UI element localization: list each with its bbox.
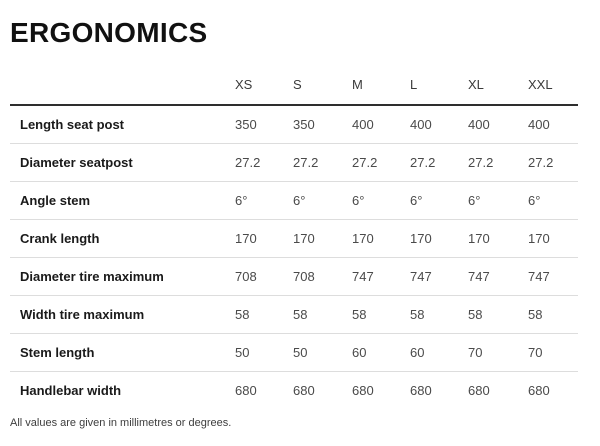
row-label: Length seat post bbox=[20, 117, 125, 132]
spec-value: 170 bbox=[293, 219, 352, 258]
spec-value: 58 bbox=[410, 295, 468, 334]
spec-value: 27.2 bbox=[468, 143, 528, 182]
spec-value: 170 bbox=[410, 219, 468, 258]
table-row-angle-stem: Angle stem 6° 6° 6° 6° 6° 6° bbox=[10, 181, 578, 220]
column-header-s: S bbox=[293, 49, 352, 106]
spec-value: 27.2 bbox=[235, 143, 293, 182]
spec-value: 680 bbox=[468, 371, 528, 409]
spec-value: 400 bbox=[528, 117, 550, 132]
row-label: Angle stem bbox=[10, 181, 235, 220]
spec-value: 27.2 bbox=[352, 143, 410, 182]
spec-value: 6° bbox=[468, 181, 528, 220]
spec-value: 58 bbox=[468, 295, 528, 334]
spec-value: 70 bbox=[528, 333, 578, 372]
spec-value: 350 bbox=[235, 117, 257, 132]
spec-value: 6° bbox=[293, 181, 352, 220]
size-header-row: XS S M L XL XXL bbox=[10, 49, 578, 106]
row-label: Diameter tire maximum bbox=[10, 257, 235, 296]
ergonomics-section: ERGONOMICS XS S M L XL XXL Length se bbox=[0, 16, 600, 430]
spec-value: 58 bbox=[293, 295, 352, 334]
spec-table: XS S M L XL XXL Length seat post 350 350… bbox=[10, 49, 578, 409]
spec-value: 680 bbox=[410, 371, 468, 409]
row-label: Width tire maximum bbox=[10, 295, 235, 334]
page-title: ERGONOMICS bbox=[10, 17, 208, 48]
spec-value: 747 bbox=[468, 257, 528, 296]
table-row-diameter-seatpost: Diameter seatpost 27.2 27.2 27.2 27.2 27… bbox=[10, 143, 578, 182]
spec-value: 708 bbox=[235, 257, 293, 296]
spec-value: 50 bbox=[235, 333, 293, 372]
table-row-diameter-tire-maximum: Diameter tire maximum 708 708 747 747 74… bbox=[10, 257, 578, 296]
spec-value: 58 bbox=[235, 295, 293, 334]
spec-value: 27.2 bbox=[410, 143, 468, 182]
spec-value: 400 bbox=[352, 117, 374, 132]
table-row-handlebar-width: Handlebar width 680 680 680 680 680 680 bbox=[10, 371, 578, 409]
spec-value: 350 bbox=[293, 117, 315, 132]
spec-value: 6° bbox=[352, 181, 410, 220]
column-header-m: M bbox=[352, 49, 410, 106]
spec-value: 60 bbox=[410, 333, 468, 372]
spec-value: 170 bbox=[468, 219, 528, 258]
spec-value: 747 bbox=[352, 257, 410, 296]
row-label: Stem length bbox=[10, 333, 235, 372]
column-header-l: L bbox=[410, 49, 468, 106]
column-header-xs: XS bbox=[235, 49, 293, 106]
row-label: Crank length bbox=[10, 219, 235, 258]
column-header-xl: XL bbox=[468, 49, 528, 106]
spec-value: 400 bbox=[410, 117, 432, 132]
spec-value: 6° bbox=[410, 181, 468, 220]
spec-value: 400 bbox=[468, 117, 490, 132]
spec-value: 680 bbox=[352, 371, 410, 409]
footnote: All values are given in millimetres or d… bbox=[10, 417, 232, 429]
spec-value: 58 bbox=[352, 295, 410, 334]
spec-value: 170 bbox=[528, 219, 578, 258]
spec-value: 27.2 bbox=[293, 143, 352, 182]
table-row-width-tire-maximum: Width tire maximum 58 58 58 58 58 58 bbox=[10, 295, 578, 334]
spec-value: 6° bbox=[528, 181, 578, 220]
spec-value: 680 bbox=[293, 371, 352, 409]
table-row-length-seat-post: Length seat post 350 350 400 400 400 400 bbox=[10, 105, 578, 144]
spec-value: 50 bbox=[293, 333, 352, 372]
column-header-xxl: XXL bbox=[528, 49, 578, 106]
spec-value: 58 bbox=[528, 295, 578, 334]
table-row-stem-length: Stem length 50 50 60 60 70 70 bbox=[10, 333, 578, 372]
spec-value: 170 bbox=[352, 219, 410, 258]
spec-value: 27.2 bbox=[528, 143, 578, 182]
spec-value: 70 bbox=[468, 333, 528, 372]
spec-value: 708 bbox=[293, 257, 352, 296]
spec-value: 747 bbox=[528, 257, 578, 296]
spec-value: 60 bbox=[352, 333, 410, 372]
spec-value: 680 bbox=[528, 371, 578, 409]
spec-value: 6° bbox=[235, 181, 293, 220]
label-column-header bbox=[10, 49, 235, 106]
spec-value: 170 bbox=[235, 219, 293, 258]
row-label: Diameter seatpost bbox=[10, 143, 235, 182]
spec-value: 680 bbox=[235, 371, 293, 409]
row-label: Handlebar width bbox=[10, 371, 235, 409]
spec-value: 747 bbox=[410, 257, 468, 296]
table-row-crank-length: Crank length 170 170 170 170 170 170 bbox=[10, 219, 578, 258]
